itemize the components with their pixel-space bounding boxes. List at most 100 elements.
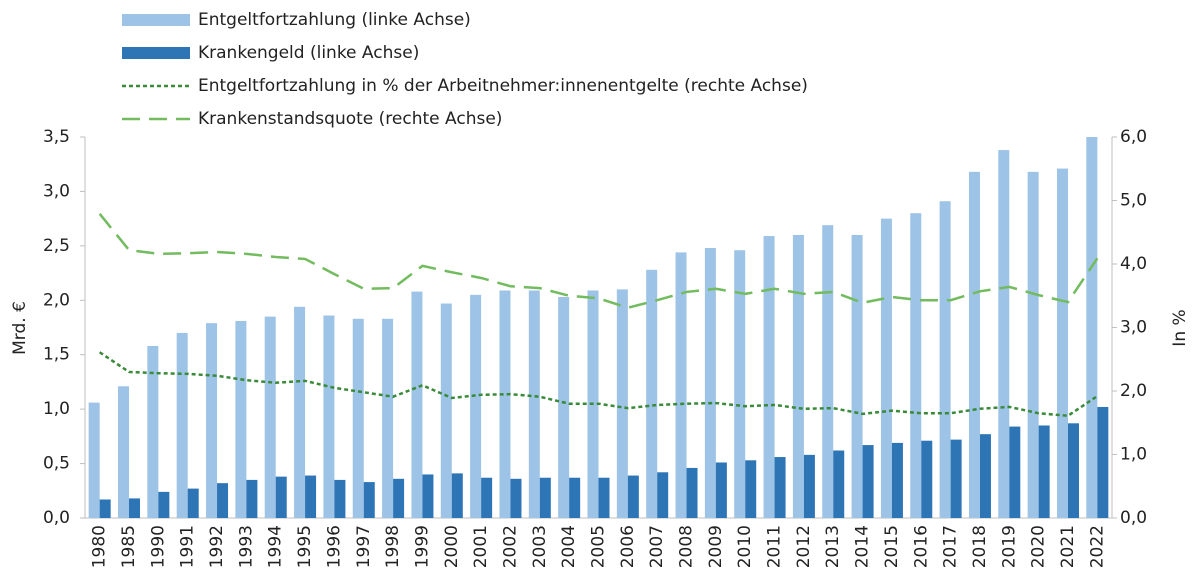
- x-tick-label: 2014: [853, 525, 873, 568]
- bar: [891, 442, 903, 518]
- bar: [569, 477, 581, 518]
- x-tick-label: 2019: [999, 525, 1019, 568]
- bar: [880, 218, 892, 518]
- y-tick-label: 3,0: [43, 181, 70, 201]
- bar: [118, 386, 130, 518]
- bar: [1056, 168, 1068, 518]
- bar: [363, 482, 375, 518]
- bar: [481, 477, 493, 518]
- legend-label: Entgeltfortzahlung in % der Arbeitnehmer…: [198, 76, 808, 96]
- x-tick-label: 2012: [794, 525, 814, 568]
- y2-tick-label: 0,0: [1120, 508, 1147, 528]
- bar: [763, 236, 775, 518]
- bar: [686, 467, 698, 518]
- y2-tick-label: 5,0: [1120, 191, 1147, 211]
- y-tick-label: 1,0: [43, 399, 70, 419]
- bar: [657, 472, 669, 518]
- bar: [499, 290, 511, 518]
- x-tick-label: 1990: [148, 525, 168, 568]
- bar: [822, 225, 834, 518]
- x-tick-label: 2020: [1029, 525, 1049, 568]
- bar: [275, 476, 287, 518]
- bar: [950, 439, 962, 518]
- bar: [1027, 171, 1039, 518]
- y-tick-label: 0,0: [43, 508, 70, 528]
- x-tick-label: 2009: [706, 525, 726, 568]
- y-tick-label: 2,5: [43, 236, 70, 256]
- x-tick-label: 2006: [618, 525, 638, 568]
- bar: [451, 473, 463, 518]
- bar: [294, 306, 306, 518]
- x-tick-label: 2003: [530, 525, 550, 568]
- bar: [968, 171, 980, 518]
- bar: [470, 294, 482, 518]
- bar: [558, 297, 570, 518]
- bar: [1009, 426, 1021, 518]
- bar: [206, 323, 218, 518]
- x-tick-label: 2002: [500, 525, 520, 568]
- bar: [774, 457, 786, 518]
- bar: [510, 478, 522, 518]
- bar: [910, 213, 922, 518]
- bar: [939, 201, 951, 518]
- line: [98, 351, 1099, 418]
- bar: [323, 315, 335, 518]
- bar: [1038, 425, 1050, 518]
- x-tick-label: 1993: [236, 525, 256, 568]
- bar: [851, 234, 863, 518]
- bar: [675, 252, 687, 519]
- legend-label: Krankenstandsquote (rechte Achse): [198, 109, 502, 129]
- bar: [411, 291, 423, 518]
- bar: [422, 474, 434, 518]
- bar: [734, 250, 746, 518]
- x-tick-label: 1992: [207, 525, 227, 568]
- bar: [792, 234, 804, 518]
- bar: [246, 479, 258, 518]
- bar: [1086, 137, 1098, 518]
- bar: [129, 498, 141, 518]
- x-tick-label: 2005: [589, 525, 609, 568]
- y-tick-label: 1,5: [43, 345, 70, 365]
- y2-axis-title: In %: [1170, 309, 1190, 346]
- bar: [187, 488, 199, 518]
- bar: [704, 248, 716, 518]
- bar: [598, 477, 610, 518]
- bar: [745, 460, 757, 518]
- x-tick-label: 2013: [823, 525, 843, 568]
- y2-tick-label: 3,0: [1120, 318, 1147, 338]
- x-tick-label: 2001: [471, 525, 491, 568]
- x-tick-label: 2008: [677, 525, 697, 568]
- x-tick-label: 1985: [119, 525, 139, 568]
- y2-tick-label: 1,0: [1120, 445, 1147, 465]
- x-tick-label: 1996: [324, 525, 344, 568]
- x-tick-label: 2017: [941, 525, 961, 568]
- bar: [646, 269, 658, 518]
- y2-tick-label: 4,0: [1120, 254, 1147, 274]
- bar: [147, 346, 159, 518]
- line: [98, 213, 1099, 310]
- bar: [158, 491, 170, 518]
- y-tick-label: 3,5: [43, 127, 70, 147]
- bar: [440, 303, 452, 518]
- legend-label: Entgeltfortzahlung (linke Achse): [198, 10, 471, 30]
- bar: [539, 477, 551, 518]
- x-tick-label: 2015: [882, 525, 902, 568]
- x-tick-label: 1994: [266, 525, 286, 568]
- bar: [99, 499, 111, 518]
- bar: [627, 475, 639, 518]
- bar: [393, 478, 405, 518]
- bar: [715, 462, 727, 518]
- x-tick-label: 2011: [765, 525, 785, 568]
- bar: [998, 150, 1010, 518]
- y-tick-label: 0,5: [43, 454, 70, 474]
- x-tick-label: 2004: [559, 525, 579, 568]
- x-tick-label: 2021: [1058, 525, 1078, 568]
- y-axis-title: Mrd. €: [10, 301, 30, 355]
- bar: [235, 320, 247, 518]
- bar: [528, 290, 540, 518]
- bar: [833, 450, 845, 518]
- bar: [176, 332, 188, 518]
- bar: [979, 434, 991, 518]
- bar: [334, 479, 346, 518]
- bar: [382, 318, 394, 518]
